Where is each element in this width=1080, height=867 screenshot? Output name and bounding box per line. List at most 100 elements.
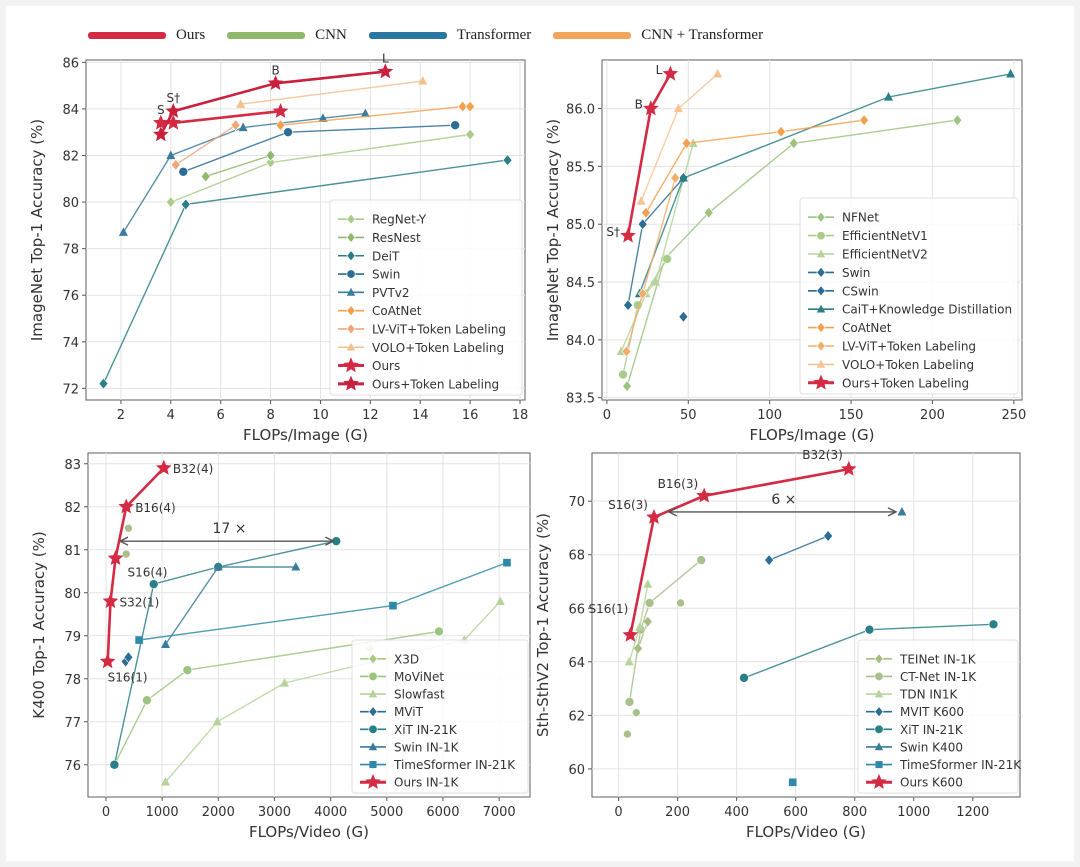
data-point: [118, 498, 134, 514]
legend-label: Ours IN-1K: [394, 776, 460, 790]
y-tick-label: 68: [568, 549, 585, 564]
data-point: [841, 460, 857, 476]
series-lv-vit-token-labeling: [621, 172, 681, 358]
annotation-label: 6 ×: [771, 492, 796, 508]
data-point: [503, 558, 511, 567]
annotation-label: B32(4): [173, 462, 214, 476]
data-point: [646, 509, 662, 524]
legend-marker: [874, 653, 884, 665]
legend-label: VOLO+Token Labeling: [372, 341, 504, 355]
arrow-head-right: [325, 536, 335, 546]
top-legend-item-cnn-transformer: CNN + Transformer: [553, 27, 763, 44]
legend-marker: [816, 266, 826, 278]
data-point: [864, 624, 875, 635]
x-tick-label: 7000: [483, 805, 516, 820]
x-tick-label: 1000: [897, 805, 930, 820]
legend-marker: [346, 342, 356, 351]
series-ours-token-labeling: [153, 63, 394, 142]
y-tick-label: 78: [62, 243, 79, 258]
annotation-label: L: [656, 63, 663, 77]
data-point: [165, 196, 176, 208]
legend-label: CNN: [315, 26, 347, 43]
x-tick-label: 0: [614, 805, 622, 820]
legend-marker: [813, 374, 829, 390]
y-tick-label: 76: [64, 759, 81, 774]
data-point: [764, 554, 774, 566]
series-swin: [178, 120, 460, 177]
series-lv-vit-token-labeling: [170, 119, 241, 171]
data-point: [670, 172, 681, 184]
data-point: [703, 206, 714, 219]
x-tick-label: 4000: [314, 805, 347, 820]
annotation-label: S32(1): [119, 595, 159, 609]
arrow-head-left: [667, 507, 678, 517]
x-tick-label: 1200: [956, 805, 989, 820]
legend-label: TDN IN1K: [899, 688, 959, 702]
data-point: [275, 119, 286, 132]
chart-panel-3: 0 1000 2000 3000 4000 5000 6000 7000 76 77 78 79 80 8…: [30, 452, 531, 841]
series-resnest: [200, 149, 276, 183]
y-tick-label: 82: [62, 149, 79, 164]
chart-legend: RegNet-Y ResNest DeiT Swin PVTv2 CoAtNet LV-Vi…: [329, 199, 523, 396]
series-tdn-in1k: [624, 579, 653, 666]
legend-marker: [346, 213, 356, 225]
y-tick-label: 86.0: [566, 103, 595, 118]
x-tick-label: 1000: [146, 805, 179, 820]
legend-marker: [816, 304, 826, 313]
data-point: [135, 636, 143, 644]
x-tick-label: 0: [102, 805, 110, 820]
legend-label: CNN + Transformer: [641, 26, 764, 43]
data-point: [182, 665, 193, 675]
legend-marker: [874, 724, 884, 734]
annotation-label: S16(1): [108, 671, 148, 685]
data-point: [662, 65, 679, 81]
x-tick-label: 800: [842, 805, 867, 820]
legend-label: EfficientNetV2: [842, 248, 928, 262]
data-point: [153, 126, 169, 142]
legend-box: [351, 639, 529, 794]
data-point: [618, 369, 628, 380]
data-point: [272, 103, 289, 118]
series-line: [768, 535, 829, 561]
legend-label: Ours: [176, 26, 206, 43]
data-point: [98, 377, 109, 390]
data-point: [678, 310, 689, 323]
legend-marker: [874, 706, 884, 718]
x-tick-label: 600: [783, 805, 808, 820]
series-mvit-k600: [764, 530, 834, 566]
data-point: [389, 601, 397, 610]
legend-marker: [343, 375, 359, 391]
data-point: [121, 549, 131, 559]
series-coatnet: [641, 114, 869, 219]
x-tick-label: 16: [462, 408, 479, 423]
series-timesformer-in-21k: [135, 558, 511, 644]
data-point: [457, 100, 468, 113]
data-point: [676, 598, 685, 608]
legend-marker: [346, 231, 356, 243]
data-point: [988, 619, 999, 630]
legend-label: EfficientNetV1: [842, 229, 928, 243]
data-point: [622, 380, 632, 392]
data-point: [109, 759, 120, 770]
data-point: [651, 277, 661, 286]
y-tick-label: 81: [64, 544, 81, 559]
legend-label: XiT IN-21K: [900, 723, 964, 737]
legend-label: MViT: [394, 705, 424, 719]
data-point: [238, 122, 248, 132]
data-point: [776, 125, 786, 138]
series-regnet-y: [165, 128, 476, 208]
data-point: [696, 555, 707, 565]
data-point: [267, 75, 284, 90]
series-ours: [153, 103, 289, 130]
data-point: [739, 673, 749, 683]
x-tick-label: 8: [266, 408, 274, 423]
data-point: [644, 598, 655, 608]
data-point: [291, 562, 301, 571]
legend-swatch: [553, 31, 632, 39]
arrow-head-left: [118, 536, 129, 546]
series-line: [159, 70, 386, 136]
series-ours-k600: [622, 460, 857, 642]
data-point: [884, 92, 894, 101]
x-tick-label: 5000: [370, 805, 403, 820]
data-point: [637, 287, 648, 300]
